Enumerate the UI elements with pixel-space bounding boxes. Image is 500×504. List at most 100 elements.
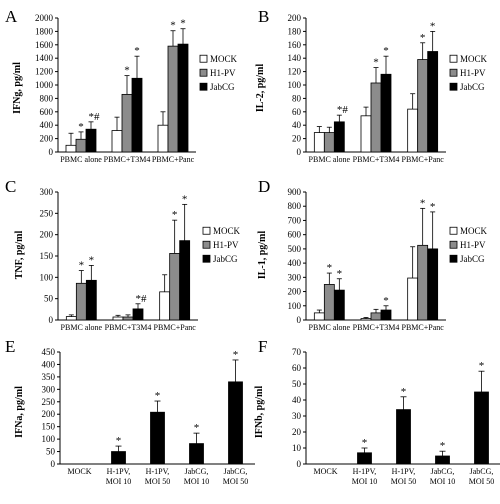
bar [85,128,97,153]
significance-marker: * [180,18,186,30]
panel-a: A IFNg, pg/ml 0 200 400 600 800 1000 1200 1400 1… [5,7,238,164]
bar [407,108,419,153]
bar [333,121,345,153]
category-label: H-1PV, MOI 10 [352,467,378,486]
y-tick-label: 140 [288,53,302,63]
y-tick-label: 400 [40,120,54,130]
bar [323,284,335,321]
plot-f: 0 10 20 30 40 50 60 70 MOCK H-1PV, MOI 10 * H-1PV, MO… [292,347,500,486]
y-tick-label: 0 [297,315,302,325]
significance-marker: *# [337,104,349,116]
category-label: H-1PV, MOI 50 [145,467,171,486]
y-tick-label: 80 [292,93,302,103]
bar [380,73,392,153]
y-tick-label: 50 [46,447,56,457]
bar [121,93,133,153]
y-tick-label: 50 [44,294,54,304]
plot-c: 0 50 100 150 200 250 300 PBMC alone * * PBMC+T3M4 *… [40,187,241,332]
y-axis-label-e: IFNa, pg/ml [14,386,25,438]
significance-marker: * [383,295,389,307]
y-tick-label: 40 [292,395,302,405]
bar [333,289,345,321]
y-tick-label: 70 [292,347,302,357]
category-label: MOCK [67,467,91,476]
bar [179,240,191,321]
significance-marker: * [134,45,140,57]
panel-letter-e: E [5,337,15,356]
significance-marker: * [420,197,426,209]
bar [407,277,419,321]
legend-label: H1-PV [210,68,236,78]
bar [427,248,439,321]
y-tick-label: 100 [42,434,56,444]
legend-swatch [199,54,208,63]
significance-marker: * [383,45,389,57]
legend-label: H1-PV [460,240,486,250]
significance-marker: * [362,437,368,449]
legend-label: JabCG [210,82,235,92]
y-tick-label: 250 [40,208,54,218]
y-tick-label: 800 [40,93,54,103]
bar [189,443,204,465]
legend-label: H1-PV [460,68,486,78]
significance-marker: * [233,349,239,361]
significance-marker: * [124,65,130,77]
y-tick-label: 200 [42,409,56,419]
y-tick-label: 40 [292,120,302,130]
y-tick-label: 300 [288,272,302,282]
category-label: PBMC alone [61,323,103,332]
legend-swatch [449,54,458,63]
y-tick-label: 20 [292,134,302,144]
bar [380,309,392,321]
significance-marker: * [79,260,85,272]
plot-a: 0 200 400 600 800 1000 1200 1400 1600 1800 2000 PBM… [35,13,238,164]
bar [122,316,134,321]
legend-swatch [199,82,208,91]
panel-b: B IL-2, pg/ml 0 20 40 60 80 100 120 140 160 180 20… [255,7,488,164]
bar [169,253,181,321]
panel-letter-f: F [258,337,267,356]
y-tick-label: 350 [42,372,56,382]
y-tick-label: 500 [288,244,302,254]
y-tick-label: 0 [297,459,302,469]
y-tick-label: 100 [288,301,302,311]
bar [435,455,450,465]
y-tick-label: 1600 [35,40,54,50]
bar [75,282,87,321]
significance-marker: * [479,360,485,372]
category-label: H-1PV, MOI 10 [106,467,132,486]
y-tick-label: 250 [42,397,56,407]
legend-label: MOCK [210,54,238,64]
y-axis-label-c: TNF, pg/ml [14,231,25,280]
bar [157,124,169,153]
legend-swatch [449,254,458,263]
y-tick-label: 0 [51,459,56,469]
bar [75,138,87,153]
legend-label: H1-PV [213,240,239,250]
bar [370,312,382,321]
legend-label: JabCG [213,254,238,264]
y-tick-label: 400 [288,258,302,268]
bar [150,411,165,465]
y-tick-label: 160 [288,40,302,50]
significance-marker: * [194,422,200,434]
bar [65,144,77,153]
legend-swatch [202,254,211,263]
category-label: PBMC+T3M4 [353,323,400,332]
y-tick-label: 200 [288,13,302,23]
y-tick-label: 600 [40,107,54,117]
significance-marker: * [420,32,426,44]
y-tick-label: 1000 [35,80,54,90]
y-tick-label: 300 [42,384,56,394]
y-tick-label: 200 [40,230,54,240]
bar [370,82,382,153]
y-axis-label-f: IFNb, pg/ml [254,386,265,438]
category-label: H-1PV, MOI 50 [391,467,417,486]
bar [417,244,429,321]
bar [313,132,325,153]
y-tick-label: 150 [40,251,54,261]
y-tick-label: 0 [49,315,54,325]
category-label: MOCK [313,467,337,476]
y-tick-label: 900 [288,187,302,197]
significance-marker: * [327,262,333,274]
